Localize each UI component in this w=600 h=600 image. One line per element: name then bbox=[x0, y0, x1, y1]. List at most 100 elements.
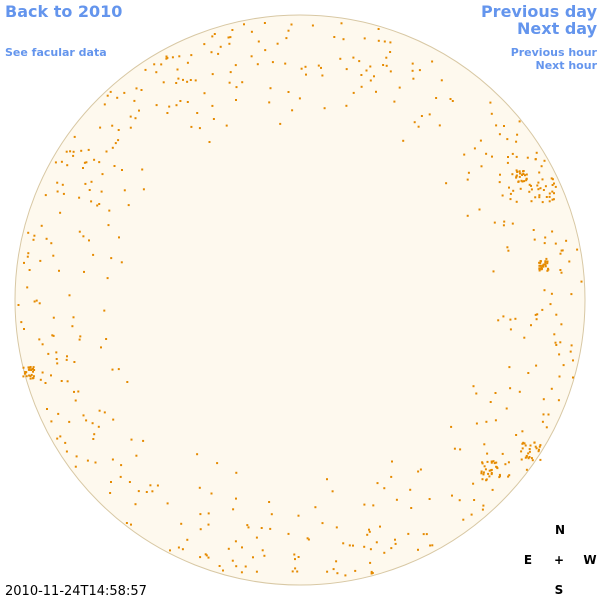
facular-point bbox=[523, 180, 526, 183]
facular-point bbox=[110, 257, 113, 260]
facular-point bbox=[228, 81, 231, 84]
facular-point bbox=[24, 371, 27, 373]
facular-point bbox=[326, 570, 329, 573]
facular-point bbox=[47, 352, 50, 355]
facular-point bbox=[490, 461, 493, 464]
facular-point bbox=[66, 380, 69, 383]
facular-point bbox=[553, 333, 556, 336]
facular-link[interactable]: See facular data bbox=[5, 46, 107, 59]
facular-point bbox=[22, 366, 25, 369]
facular-point bbox=[559, 341, 562, 344]
facular-point bbox=[489, 401, 492, 403]
facular-point bbox=[20, 321, 23, 324]
facular-point bbox=[111, 124, 114, 127]
facular-point bbox=[428, 498, 431, 500]
facular-point bbox=[71, 325, 74, 328]
facular-point bbox=[196, 453, 199, 456]
facular-point bbox=[177, 546, 180, 549]
facular-point bbox=[100, 190, 103, 193]
facular-point bbox=[383, 487, 386, 490]
facular-point bbox=[256, 63, 259, 66]
facular-point bbox=[123, 91, 126, 94]
previous-hour-link[interactable]: Previous hour bbox=[511, 46, 598, 59]
facular-point bbox=[458, 499, 461, 502]
facular-point bbox=[29, 377, 32, 380]
facular-point bbox=[344, 574, 347, 577]
facular-point bbox=[490, 473, 493, 476]
facular-point bbox=[558, 353, 561, 356]
facular-point bbox=[23, 328, 25, 330]
facular-point bbox=[235, 86, 238, 89]
facular-point bbox=[39, 259, 42, 262]
facular-point bbox=[536, 184, 539, 187]
facular-point bbox=[570, 293, 573, 296]
facular-point bbox=[203, 92, 206, 95]
facular-point bbox=[541, 178, 544, 181]
facular-point bbox=[126, 381, 129, 383]
facular-point bbox=[50, 374, 52, 377]
facular-point bbox=[544, 260, 547, 263]
facular-point bbox=[542, 398, 545, 401]
facular-point bbox=[538, 194, 541, 197]
facular-point bbox=[32, 238, 35, 241]
facular-point bbox=[519, 187, 522, 190]
facular-point bbox=[365, 69, 368, 72]
facular-point bbox=[431, 544, 434, 547]
facular-point bbox=[538, 264, 541, 267]
facular-point bbox=[522, 170, 524, 173]
facular-point bbox=[539, 187, 542, 190]
facular-point bbox=[570, 344, 573, 347]
facular-point bbox=[59, 435, 62, 438]
facular-point bbox=[534, 445, 537, 448]
facular-point bbox=[504, 463, 507, 466]
next-hour-link[interactable]: Next hour bbox=[536, 59, 598, 72]
facular-point bbox=[495, 461, 498, 464]
facular-point bbox=[345, 68, 348, 71]
facular-point bbox=[507, 475, 510, 478]
facular-point bbox=[250, 55, 253, 58]
facular-point bbox=[419, 468, 422, 471]
facular-point bbox=[572, 359, 574, 362]
facular-point bbox=[417, 470, 420, 473]
facular-point bbox=[451, 100, 454, 102]
facular-point bbox=[270, 513, 273, 516]
facular-point bbox=[491, 488, 494, 491]
facular-point bbox=[507, 249, 510, 252]
facular-point bbox=[113, 165, 116, 167]
facular-point bbox=[501, 452, 504, 455]
facular-point bbox=[541, 308, 544, 311]
facular-point bbox=[44, 382, 47, 384]
facular-point bbox=[553, 182, 555, 185]
facular-point bbox=[108, 209, 111, 212]
facular-point bbox=[539, 264, 542, 267]
facular-point bbox=[493, 221, 496, 224]
facular-point bbox=[490, 112, 493, 115]
facular-point bbox=[73, 361, 76, 363]
previous-day-link[interactable]: Previous day bbox=[481, 2, 598, 21]
facular-point bbox=[498, 133, 501, 136]
facular-point bbox=[535, 318, 538, 321]
facular-point bbox=[125, 522, 128, 524]
facular-point bbox=[352, 91, 355, 94]
facular-point bbox=[260, 527, 263, 529]
facular-point bbox=[27, 231, 30, 234]
back-link[interactable]: Back to 2010 bbox=[5, 2, 122, 21]
facular-point bbox=[479, 139, 482, 142]
facular-point bbox=[153, 63, 156, 66]
facular-point bbox=[240, 571, 243, 574]
facular-point bbox=[420, 115, 423, 117]
facular-point bbox=[41, 343, 44, 346]
facular-point bbox=[162, 81, 165, 84]
facular-point bbox=[551, 178, 554, 181]
facular-point bbox=[521, 430, 524, 433]
facular-point bbox=[165, 55, 168, 58]
facular-point bbox=[50, 420, 53, 423]
facular-point bbox=[418, 69, 421, 72]
facular-point bbox=[144, 68, 147, 71]
facular-point bbox=[493, 462, 496, 465]
facular-point bbox=[93, 158, 96, 161]
next-day-link[interactable]: Next day bbox=[517, 19, 598, 38]
facular-point bbox=[497, 319, 500, 322]
facular-point bbox=[506, 138, 509, 141]
compass-east: E bbox=[524, 553, 532, 567]
